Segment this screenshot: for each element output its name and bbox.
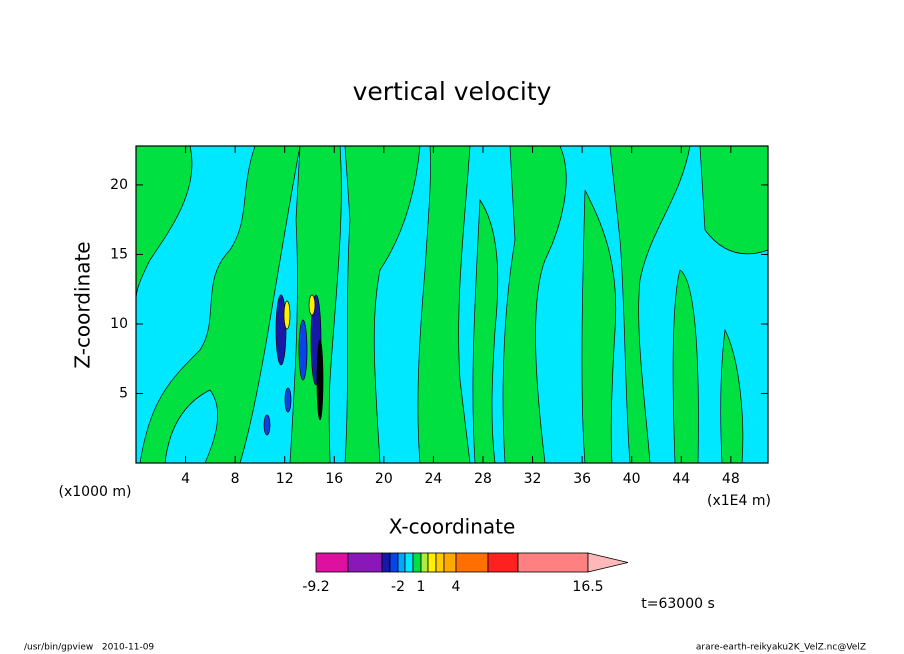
contour-field <box>135 145 769 464</box>
colorbar-label: 4 <box>452 579 461 595</box>
x-tick-label: 24 <box>424 471 442 487</box>
colorbar-segment <box>455 552 489 573</box>
x-tick-label: 4 <box>181 471 190 487</box>
x-tick-label: 40 <box>623 471 641 487</box>
x-tick-label: 8 <box>231 471 240 487</box>
colorbar-label: -2 <box>391 579 405 595</box>
x-tick-label: 48 <box>722 471 740 487</box>
colorbar-segment <box>412 552 422 573</box>
y-tick-label: 5 <box>119 385 128 401</box>
colorbar-segment <box>517 552 589 573</box>
x-tick-label: 28 <box>474 471 492 487</box>
x-tick-label: 32 <box>524 471 542 487</box>
chart-title: vertical velocity <box>353 77 552 106</box>
x-tick-label: 44 <box>672 471 690 487</box>
colorbar-label: 16.5 <box>572 579 603 595</box>
colorbar-segment <box>420 552 429 573</box>
x-unit: (x1E4 m) <box>707 493 771 509</box>
colorbar-segment <box>381 552 391 573</box>
colorbar-segment <box>487 552 519 573</box>
colorbar-extend <box>587 552 629 573</box>
colorbar-segment <box>404 552 414 573</box>
colorbar-segment <box>427 552 437 573</box>
x-tick-label: 20 <box>375 471 393 487</box>
x-tick-label: 36 <box>573 471 591 487</box>
plot-frame <box>135 145 769 464</box>
colorbar-label: 1 <box>417 579 426 595</box>
x-axis-label: X-coordinate <box>389 515 516 539</box>
y-tick-label: 20 <box>110 177 128 193</box>
y-tick-label: 15 <box>110 246 128 262</box>
footer-left: /usr/bin/gpview 2010-11-09 <box>24 643 154 653</box>
y-axis-label: Z-coordinate <box>71 241 95 368</box>
x-tick-label: 16 <box>325 471 343 487</box>
time-label: t=63000 s <box>641 596 715 612</box>
y-tick-label: 10 <box>110 316 128 332</box>
x-tick-label: 12 <box>276 471 294 487</box>
colorbar-segment <box>443 552 457 573</box>
colorbar-segment <box>389 552 399 573</box>
colorbar-label: -9.2 <box>302 579 329 595</box>
colorbar-segment <box>347 552 383 573</box>
footer-right: arare-earth-reikyaku2K_VelZ.nc@VelZ <box>696 643 866 653</box>
colorbar-segment <box>435 552 445 573</box>
colorbar-segment <box>397 552 406 573</box>
colorbar-segment <box>315 552 349 573</box>
y-unit: (x1000 m) <box>59 484 132 500</box>
